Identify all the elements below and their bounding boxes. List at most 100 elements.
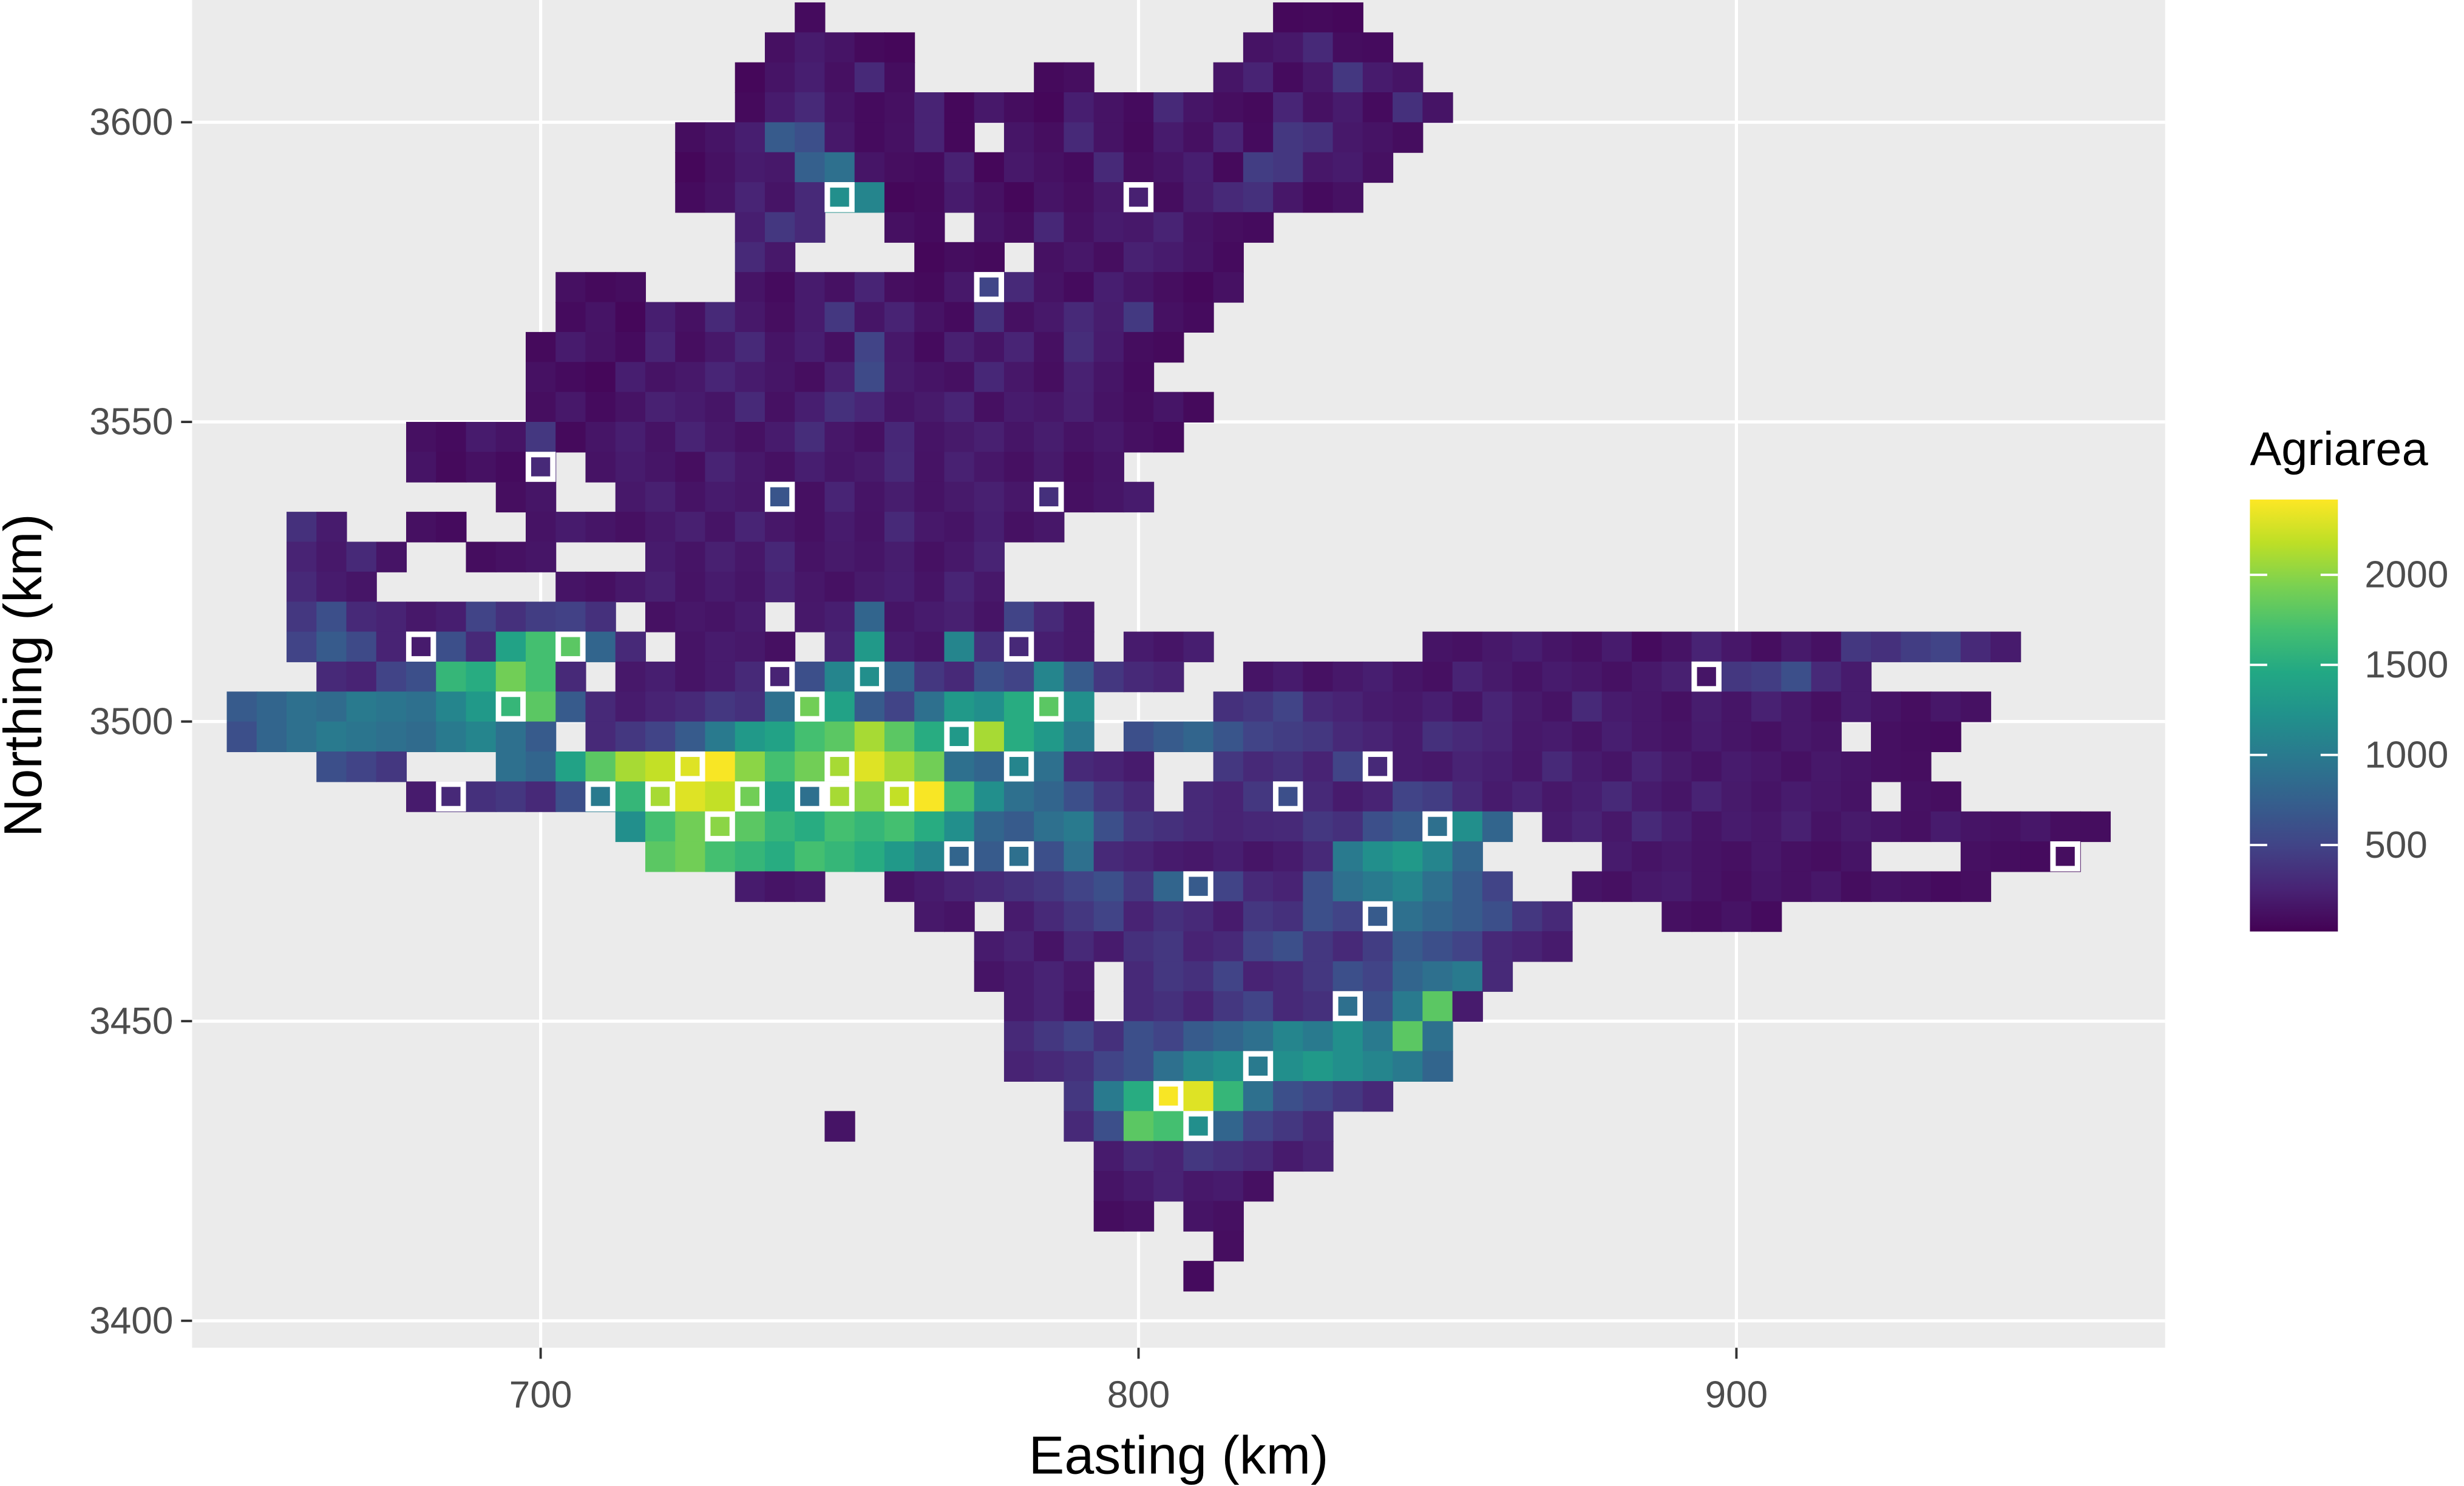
tile	[944, 302, 975, 333]
tile	[884, 62, 915, 93]
tile	[466, 422, 497, 453]
tile	[1273, 991, 1304, 1022]
tile	[1183, 721, 1214, 753]
tile	[1183, 1261, 1214, 1292]
tile	[1123, 1021, 1155, 1052]
tile	[1153, 901, 1184, 932]
tile	[1303, 991, 1334, 1022]
tile	[854, 811, 885, 843]
tile	[1512, 721, 1543, 753]
tile	[824, 331, 855, 363]
tile	[764, 781, 796, 812]
tile	[1362, 92, 1394, 123]
tile	[1183, 302, 1214, 333]
tile	[1034, 871, 1065, 902]
tile	[226, 691, 257, 722]
tile	[1153, 721, 1184, 753]
tile	[1691, 811, 1722, 843]
tile	[585, 571, 616, 603]
sample-marker	[1183, 871, 1213, 901]
sample-marker	[1332, 991, 1363, 1022]
tile	[1452, 751, 1483, 782]
tile	[1003, 272, 1035, 303]
tile	[376, 721, 407, 753]
tile	[764, 631, 796, 662]
tile	[764, 272, 796, 303]
tile	[1213, 841, 1244, 872]
tile	[884, 182, 915, 213]
tile	[585, 392, 616, 423]
tile	[1871, 871, 1902, 902]
tile	[1781, 841, 1812, 872]
tile	[1034, 602, 1065, 633]
tile	[1393, 781, 1424, 812]
tile	[2080, 811, 2111, 843]
tile	[1093, 1051, 1124, 1082]
sample-marker	[555, 631, 586, 662]
tile	[1034, 212, 1065, 243]
tile	[944, 362, 975, 393]
tile	[764, 541, 796, 572]
tile	[406, 691, 437, 722]
tile	[1572, 811, 1603, 843]
tile	[1601, 631, 1633, 662]
tile	[1751, 871, 1782, 902]
tile	[1153, 931, 1184, 962]
tile	[436, 721, 467, 753]
tile	[735, 92, 765, 123]
tile	[1093, 182, 1124, 213]
tile	[1393, 1051, 1424, 1082]
tile	[1303, 152, 1334, 183]
tile	[1601, 841, 1633, 872]
tile	[1362, 811, 1394, 843]
tile	[525, 541, 557, 572]
tile	[854, 392, 885, 423]
tile	[1213, 182, 1244, 213]
tile	[944, 781, 975, 812]
tile	[1093, 841, 1124, 872]
sample-marker	[1362, 751, 1393, 782]
tile	[555, 691, 586, 722]
tile	[1273, 122, 1304, 153]
tile	[675, 691, 706, 722]
tile	[1064, 62, 1095, 93]
tile	[854, 571, 885, 603]
tile	[1871, 631, 1902, 662]
tile	[974, 811, 1005, 843]
tile	[824, 92, 855, 123]
tile	[1542, 901, 1573, 932]
tile	[1153, 92, 1184, 123]
tile	[1303, 811, 1334, 843]
tile	[1930, 631, 1961, 662]
sample-marker	[1362, 901, 1393, 932]
tile	[1393, 691, 1424, 722]
tile	[1183, 991, 1214, 1022]
tile	[1542, 661, 1573, 693]
tile	[854, 152, 885, 183]
sample-marker	[645, 781, 676, 812]
tile	[1841, 751, 1872, 782]
tile	[1303, 841, 1334, 872]
tile	[944, 602, 975, 633]
tile	[1393, 931, 1424, 962]
tile	[1273, 1021, 1304, 1052]
tile	[1362, 122, 1394, 153]
tile	[585, 272, 616, 303]
tile	[974, 631, 1005, 662]
tile	[1901, 631, 1932, 662]
tile	[1422, 721, 1453, 753]
tile	[466, 541, 497, 572]
tile	[1661, 691, 1692, 722]
tile	[1303, 122, 1334, 153]
tile	[585, 691, 616, 722]
tile	[1452, 901, 1483, 932]
tile	[914, 781, 945, 812]
tile	[1003, 122, 1035, 153]
tile	[914, 302, 945, 333]
tile	[1781, 691, 1812, 722]
tile	[495, 661, 527, 693]
tile	[1601, 661, 1633, 693]
tile	[1751, 901, 1782, 932]
tile	[735, 331, 765, 363]
tile	[914, 811, 945, 843]
